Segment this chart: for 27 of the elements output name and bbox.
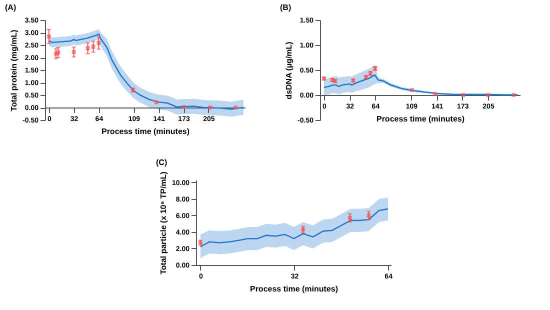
chart-title: (B) bbox=[280, 3, 292, 12]
point bbox=[486, 92, 490, 98]
point bbox=[460, 92, 466, 98]
point bbox=[154, 100, 159, 105]
point bbox=[71, 50, 76, 54]
chart-title: (A) bbox=[5, 3, 16, 12]
x-axis-title: Process time (minutes) bbox=[376, 114, 465, 124]
point bbox=[347, 216, 352, 220]
point bbox=[208, 105, 212, 110]
y-axis-title: dsDNA (µg/mL) bbox=[284, 41, 294, 100]
point bbox=[46, 34, 52, 39]
point bbox=[85, 46, 90, 51]
point bbox=[90, 44, 96, 50]
point bbox=[181, 104, 186, 110]
x-axis-title: Process time (minutes) bbox=[101, 127, 190, 136]
chart-title: (C) bbox=[156, 158, 167, 168]
point bbox=[56, 50, 61, 55]
y-axis-title: Total particle (x 10⁹ TP/mL) bbox=[158, 171, 168, 274]
x-axis-title: Process time (minutes) bbox=[249, 284, 338, 294]
point bbox=[410, 88, 414, 92]
point bbox=[233, 105, 238, 110]
line-series bbox=[323, 74, 519, 96]
y-axis-title: Total protein (mg/mL) bbox=[10, 29, 19, 112]
line-series bbox=[199, 208, 388, 248]
point bbox=[432, 92, 438, 96]
point bbox=[96, 40, 102, 46]
point bbox=[511, 92, 516, 98]
